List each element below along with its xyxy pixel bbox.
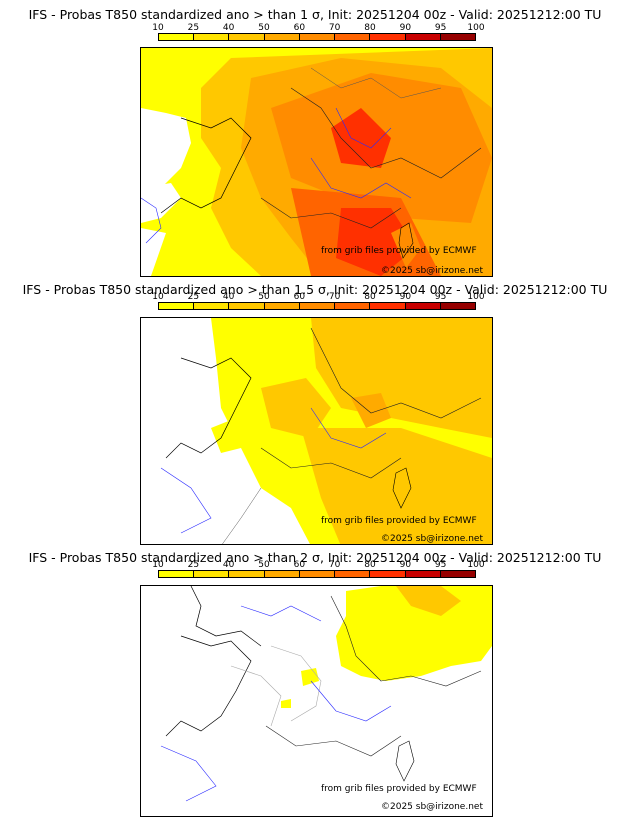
colorbar-swatch (229, 34, 265, 40)
panel-1-map: from grib files provided by ECMWF ©2025 … (140, 47, 493, 277)
colorbar-swatch (299, 571, 336, 577)
copyright-credit: ©2025 sb@irizone.net (381, 266, 483, 276)
panel-1-colorbar: 10 25 40 50 60 70 80 90 95 100 (152, 23, 485, 47)
copyright-credit: ©2025 sb@irizone.net (381, 802, 483, 812)
colorbar-tick-label: 70 (328, 23, 341, 33)
colorbar-swatches (158, 302, 476, 310)
colorbar-swatch (229, 571, 265, 577)
colorbar-tick-label: 70 (328, 560, 341, 570)
colorbar-tick-label: 100 (467, 560, 485, 570)
colorbar-tick-label: 40 (222, 560, 235, 570)
probability-map (141, 48, 492, 276)
colorbar-swatch (335, 34, 371, 40)
copyright-credit: ©2025 sb@irizone.net (381, 534, 483, 544)
colorbar-swatch (335, 571, 371, 577)
colorbar-tick-label: 10 (152, 560, 164, 570)
colorbar-tick-label: 80 (364, 560, 376, 570)
source-credit: from grib files provided by ECMWF (321, 246, 477, 256)
colorbar-swatch (229, 303, 265, 309)
colorbar-swatch (335, 303, 371, 309)
colorbar-tick-label: 25 (187, 292, 200, 302)
colorbar-swatch (194, 571, 230, 577)
colorbar-tick-label: 40 (222, 292, 235, 302)
panel-2-map: from grib files provided by ECMWF ©2025 … (140, 317, 493, 545)
colorbar-tick-label: 95 (434, 292, 447, 302)
colorbar-tick-label: 90 (399, 292, 412, 302)
colorbar-tick-label: 50 (258, 560, 270, 570)
colorbar-swatch (405, 34, 441, 40)
colorbar-swatch (440, 34, 475, 40)
probability-map (141, 318, 492, 544)
colorbar-tick-label: 100 (467, 292, 485, 302)
colorbar-swatch (440, 303, 475, 309)
panel-1: IFS - Probas T850 standardized ano > tha… (0, 0, 630, 277)
panel-1-title: IFS - Probas T850 standardized ano > tha… (28, 7, 602, 22)
colorbar-tick-label: 95 (434, 560, 447, 570)
colorbar-tick-label: 60 (293, 292, 306, 302)
colorbar-tick-label: 25 (187, 560, 200, 570)
colorbar-swatch (264, 34, 300, 40)
colorbar-swatch (370, 34, 406, 40)
colorbar-swatches (158, 33, 476, 41)
colorbar-tick-label: 90 (399, 560, 412, 570)
colorbar-tick-label: 10 (152, 23, 164, 33)
colorbar-swatch (299, 34, 336, 40)
colorbar-tick-label: 70 (328, 292, 341, 302)
panel-2: IFS - Probas T850 standardized ano > tha… (0, 275, 630, 545)
colorbar-swatch (264, 571, 300, 577)
colorbar-tick-label: 100 (467, 23, 485, 33)
colorbar-tick-label: 10 (152, 292, 164, 302)
source-credit: from grib files provided by ECMWF (321, 516, 477, 526)
colorbar-swatch (264, 303, 300, 309)
panel-3-colorbar: 10 25 40 50 60 70 80 90 95 100 (152, 560, 485, 584)
colorbar-tick-label: 25 (187, 23, 200, 33)
colorbar-swatch (194, 303, 230, 309)
colorbar-swatches (158, 570, 476, 578)
colorbar-swatch (159, 34, 195, 40)
colorbar-tick-label: 50 (258, 23, 270, 33)
source-credit: from grib files provided by ECMWF (321, 784, 477, 794)
colorbar-swatch (370, 303, 406, 309)
colorbar-tick-label: 60 (293, 23, 306, 33)
panel-2-title: IFS - Probas T850 standardized ano > tha… (22, 282, 608, 297)
colorbar-swatch (159, 571, 195, 577)
colorbar-swatch (194, 34, 230, 40)
panel-3-title: IFS - Probas T850 standardized ano > tha… (28, 550, 602, 565)
colorbar-tick-label: 80 (364, 23, 376, 33)
colorbar-tick-label: 95 (434, 23, 447, 33)
colorbar-tick-label: 80 (364, 292, 376, 302)
panel-3: IFS - Probas T850 standardized ano > tha… (0, 545, 630, 828)
colorbar-swatch (405, 303, 441, 309)
colorbar-swatch (159, 303, 195, 309)
colorbar-tick-label: 40 (222, 23, 235, 33)
panel-2-colorbar: 10 25 40 50 60 70 80 90 95 100 (152, 292, 485, 316)
colorbar-swatch (299, 303, 336, 309)
colorbar-tick-label: 60 (293, 560, 306, 570)
panel-3-map: from grib files provided by ECMWF ©2025 … (140, 585, 493, 817)
probability-map (141, 586, 492, 816)
colorbar-tick-label: 50 (258, 292, 270, 302)
colorbar-swatch (405, 571, 441, 577)
colorbar-swatch (440, 571, 475, 577)
colorbar-swatch (370, 571, 406, 577)
colorbar-tick-label: 90 (399, 23, 412, 33)
